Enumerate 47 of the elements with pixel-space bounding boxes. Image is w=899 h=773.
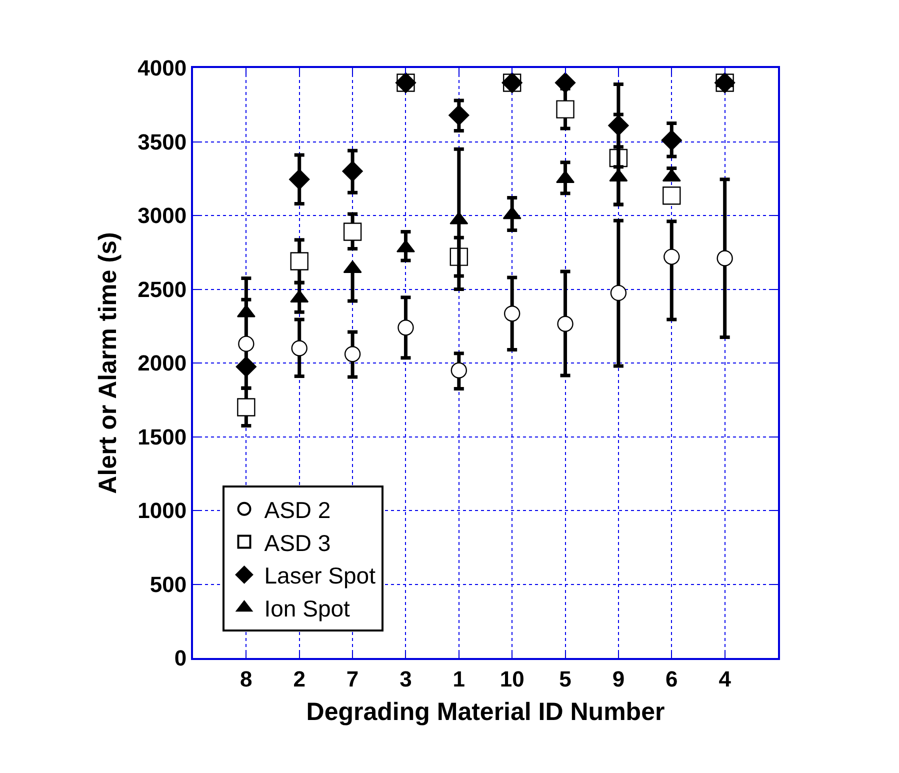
y-tick-label: 1000 (138, 498, 187, 524)
x-tick-label: 4 (718, 666, 732, 692)
y-tick-label: 0 (174, 646, 187, 671)
y-tick-label: 2000 (138, 350, 187, 376)
point (238, 336, 254, 352)
y-tick-label: 1500 (138, 424, 187, 450)
point (342, 160, 363, 182)
point (450, 362, 468, 378)
x-axis-title: Degrading Material ID Number (306, 698, 665, 726)
legend-label: ASD 3 (264, 530, 331, 556)
legend-label: Laser Spot (264, 562, 376, 589)
x-tick-label: 8 (240, 666, 252, 692)
y-tick-label: 3500 (138, 129, 187, 154)
y-tick-label: 2500 (138, 276, 187, 302)
point (608, 115, 629, 136)
x-tick-label: 7 (346, 666, 359, 692)
point (661, 130, 682, 151)
point (716, 250, 733, 266)
point (290, 252, 308, 270)
point (237, 398, 256, 416)
y-axis-title: Alert or Alarm time (s) (94, 232, 122, 494)
point (664, 248, 680, 265)
point (344, 346, 361, 362)
point (662, 186, 681, 205)
x-tick-label: 1 (452, 666, 466, 692)
point (448, 104, 470, 126)
point (554, 72, 576, 94)
point (343, 222, 362, 241)
x-tick-label: 9 (612, 666, 625, 692)
point (610, 284, 627, 302)
point (289, 169, 310, 190)
x-tick-label: 3 (400, 666, 412, 692)
point (556, 100, 574, 118)
legend-label: ASD 2 (264, 496, 331, 523)
y-tick-label: 500 (150, 572, 187, 597)
y-tick-label: 4000 (138, 56, 187, 81)
legend-label: Ion Spot (264, 596, 351, 622)
y-tick-label: 3000 (138, 203, 187, 228)
x-tick-label: 6 (666, 666, 678, 692)
x-tick-label: 10 (500, 666, 524, 692)
point (504, 305, 520, 322)
x-tick-label: 2 (293, 666, 306, 692)
x-tick-label: 5 (559, 666, 572, 692)
point (557, 316, 574, 332)
point (236, 356, 257, 378)
point (291, 340, 308, 356)
point (398, 320, 414, 336)
